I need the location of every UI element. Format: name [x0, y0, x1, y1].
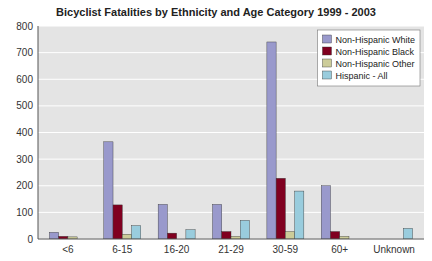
grid-line [38, 105, 424, 106]
chart: 0 100 200 300 400 500 600 700 800 <6 6-15 16-20 21-2… [0, 0, 432, 261]
y-tick-label: 300 [16, 154, 33, 165]
legend-swatch [322, 35, 331, 43]
x-tick-label: 60+ [331, 244, 348, 255]
bar [122, 234, 131, 239]
y-tick-label: 100 [16, 207, 33, 218]
bar [285, 232, 294, 239]
legend-swatch [322, 71, 331, 79]
chart-container: 0 100 200 300 400 500 600 700 800 <6 6-15 16-20 21-2… [0, 0, 432, 261]
grid-line [38, 26, 424, 27]
y-tick-label: 400 [16, 127, 33, 138]
bar [295, 191, 304, 239]
bar [240, 220, 249, 239]
grid-line [38, 239, 424, 240]
legend-label: Non-Hispanic Other [335, 59, 414, 69]
x-tick-label: 6-15 [112, 244, 132, 255]
bar [113, 205, 122, 239]
y-tick-label: 200 [16, 180, 33, 191]
grid-line [38, 185, 424, 186]
bar [321, 186, 330, 239]
bar [276, 178, 285, 239]
y-axis [38, 26, 39, 239]
bar [403, 228, 412, 239]
bar [222, 232, 231, 239]
y-tick-label: 600 [16, 74, 33, 85]
legend-label: Hispanic - All [335, 71, 387, 81]
x-tick-label: 30-59 [273, 244, 299, 255]
bar [104, 142, 113, 239]
legend-swatch [322, 47, 331, 55]
grid-line [38, 159, 424, 160]
bar [158, 204, 167, 239]
bar [267, 42, 276, 239]
bar [213, 204, 222, 239]
y-tick-label: 0 [27, 234, 33, 245]
y-tick-label: 700 [16, 47, 33, 58]
x-axis [38, 239, 424, 240]
legend: Non-Hispanic White Non-Hispanic Black Non-… [317, 30, 420, 86]
grid-line [38, 132, 424, 133]
title: Bicyclist Fatalities by Ethnicity and Ag… [56, 6, 376, 18]
x-tick-label: 21-29 [218, 244, 244, 255]
x-tick-label: <6 [62, 244, 74, 255]
legend-label: Non-Hispanic Black [335, 47, 414, 57]
bar [186, 230, 195, 239]
legend-label: Non-Hispanic White [335, 35, 415, 45]
y-tick-label: 800 [16, 21, 33, 32]
legend-box [317, 30, 420, 86]
x-tick-label: Unknown [373, 244, 415, 255]
plot-background [38, 26, 424, 239]
bar [167, 233, 176, 239]
y-tick-label: 500 [16, 100, 33, 111]
grid-line [38, 212, 424, 213]
x-tick-label: 16-20 [164, 244, 190, 255]
bars [49, 42, 412, 239]
bar [49, 232, 58, 239]
bar [330, 232, 339, 239]
bar [132, 226, 141, 239]
legend-swatch [322, 59, 331, 67]
